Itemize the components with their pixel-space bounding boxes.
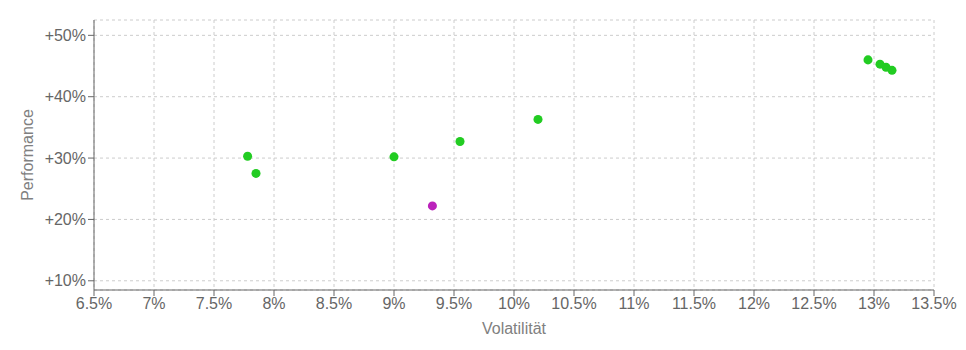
svg-text:7.5%: 7.5% (196, 295, 232, 312)
svg-text:10%: 10% (498, 295, 530, 312)
svg-text:6.5%: 6.5% (76, 295, 112, 312)
svg-text:8%: 8% (262, 295, 285, 312)
svg-text:+20%: +20% (45, 211, 86, 228)
svg-text:+10%: +10% (45, 272, 86, 289)
svg-text:Volatilität: Volatilität (482, 320, 547, 337)
svg-text:13.5%: 13.5% (911, 295, 956, 312)
svg-text:9%: 9% (382, 295, 405, 312)
svg-text:8.5%: 8.5% (316, 295, 352, 312)
svg-text:+30%: +30% (45, 150, 86, 167)
svg-text:+40%: +40% (45, 88, 86, 105)
svg-text:+50%: +50% (45, 27, 86, 44)
svg-text:11.5%: 11.5% (672, 295, 716, 312)
svg-text:12%: 12% (738, 295, 770, 312)
svg-text:9.5%: 9.5% (436, 295, 472, 312)
svg-text:7%: 7% (142, 295, 165, 312)
svg-text:11%: 11% (619, 295, 650, 312)
svg-text:Performance: Performance (19, 109, 36, 201)
svg-text:10.5%: 10.5% (551, 295, 596, 312)
svg-text:12.5%: 12.5% (791, 295, 836, 312)
svg-text:13%: 13% (858, 295, 890, 312)
